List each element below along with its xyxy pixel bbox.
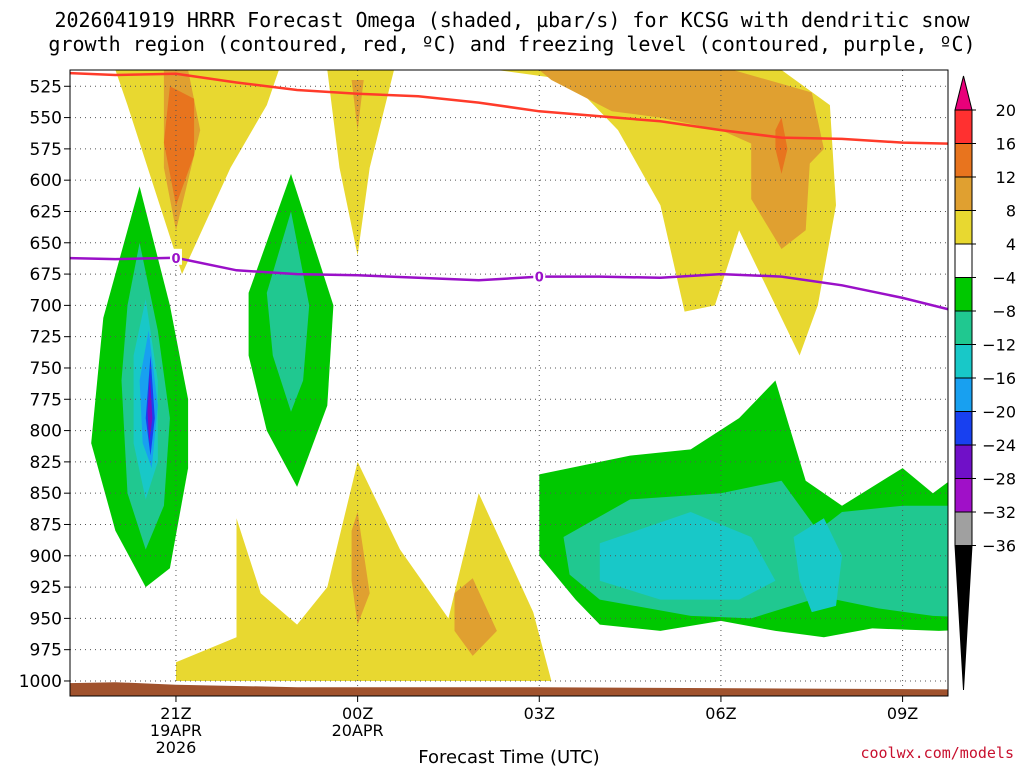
y-tick-label-525: 525 — [30, 77, 62, 97]
freezing-level-line — [70, 256, 948, 311]
y-axis: 525 550 575 600 625 650 675 700 725 750 775 800 825 8… — [19, 77, 70, 692]
x-tick-label-4-0: 09Z — [887, 704, 918, 723]
y-tick-label-725: 725 — [30, 328, 62, 348]
y-tick-label-675: 675 — [30, 265, 62, 285]
plot-frame — [69, 69, 949, 697]
y-tick-label-600: 600 — [30, 171, 62, 191]
y-tick-label-625: 625 — [30, 202, 62, 222]
terrain-layer — [70, 682, 948, 696]
x-tick-label-2-0: 03Z — [524, 704, 555, 723]
freezing-level-label-1: 0 — [535, 271, 544, 286]
colorbar-segment-3 — [954, 176, 973, 211]
colorbar-segment-10 — [954, 411, 973, 446]
y-tick-label-975: 975 — [30, 641, 62, 661]
y-tick-label-575: 575 — [30, 140, 62, 160]
colorbar-label-1: 16 — [996, 135, 1016, 154]
omega-region-3 — [327, 70, 394, 256]
x-tick-label-1-1: 20APR — [332, 721, 384, 740]
omega-region-13 — [454, 578, 497, 656]
colorbar-cap-bottom — [954, 545, 973, 691]
freezing-label-bg-1 — [533, 267, 546, 284]
terrain-strip — [70, 682, 948, 696]
colorbar-segment-7 — [954, 310, 973, 345]
colorbar-label-4: 4 — [1006, 235, 1016, 254]
chart-title-line1: 2026041919 HRRR Forecast Omega (shaded, … — [54, 8, 970, 32]
colorbar-segment-11 — [954, 444, 973, 479]
y-tick-label-925: 925 — [30, 578, 62, 598]
y-tick-label-850: 850 — [30, 484, 62, 504]
x-tick-label-3-0: 06Z — [705, 704, 736, 723]
contour-lines: 00 — [70, 71, 948, 311]
freezing-label-bg-0 — [169, 248, 182, 265]
y-tick-label-825: 825 — [30, 453, 62, 473]
x-tick-label-0-2: 2026 — [156, 738, 197, 757]
x-axis: 21Z19APR202600Z20APR03Z06Z09Z12Z — [150, 696, 918, 757]
x-axis-label: Forecast Time (UTC) — [418, 747, 599, 768]
chart-title-line2: growth region (contoured, red, ºC) and f… — [48, 32, 976, 56]
colorbar-label-11: −28 — [982, 470, 1016, 489]
colorbar-segment-1 — [954, 109, 973, 144]
y-tick-label-950: 950 — [30, 609, 62, 629]
colorbar-segment-5 — [954, 243, 973, 278]
y-tick-label-875: 875 — [30, 515, 62, 535]
dendritic-growth-line — [70, 71, 948, 145]
omega-region-12 — [351, 512, 370, 625]
omega-region-25 — [793, 518, 842, 613]
y-tick-label-750: 750 — [30, 359, 62, 379]
colorbar-label-10: −24 — [982, 436, 1016, 455]
y-tick-label-700: 700 — [30, 296, 62, 316]
omega-shading — [91, 70, 948, 681]
colorbar-label-6: −8 — [992, 302, 1016, 321]
site-credit: coolwx.com/models — [860, 744, 1014, 762]
omega-region-8 — [775, 117, 788, 174]
x-tick-label-1-0: 00Z — [342, 704, 373, 723]
y-tick-label-775: 775 — [30, 390, 62, 410]
colorbar-segment-8 — [954, 344, 973, 379]
colorbar-label-13: −36 — [982, 537, 1016, 556]
colorbar-segment-4 — [954, 210, 973, 245]
omega-region-0 — [115, 70, 279, 275]
colorbar-label-2: 12 — [996, 168, 1016, 187]
x-tick-label-0-0: 21Z — [160, 704, 191, 723]
y-tick-label-1000: 1000 — [19, 672, 62, 692]
omega-region-21 — [266, 211, 310, 412]
colorbar-segment-9 — [954, 377, 973, 412]
y-tick-label-800: 800 — [30, 422, 62, 442]
omega-region-6 — [539, 70, 824, 181]
colorbar-label-9: −20 — [982, 403, 1016, 422]
colorbar-segment-6 — [954, 277, 973, 312]
y-tick-label-900: 900 — [30, 547, 62, 567]
colorbar-label-7: −12 — [982, 336, 1016, 355]
freezing-level-label-0: 0 — [171, 252, 180, 267]
y-tick-label-550: 550 — [30, 109, 62, 129]
omega-region-2 — [163, 86, 195, 206]
colorbar-segment-2 — [954, 143, 973, 178]
colorbar-cap-top — [954, 75, 973, 111]
omega-region-24 — [599, 512, 776, 600]
colorbar-label-5: −4 — [992, 269, 1016, 288]
y-tick-label-650: 650 — [30, 234, 62, 254]
colorbar-label-12: −32 — [982, 503, 1016, 522]
colorbar-label-8: −16 — [982, 369, 1016, 388]
colorbar-label-3: 8 — [1006, 202, 1016, 221]
colorbar-segment-12 — [954, 478, 973, 513]
omega-region-19 — [147, 374, 153, 444]
x-tick-label-0-1: 19APR — [150, 721, 202, 740]
colorbar-segment-13 — [954, 511, 973, 546]
colorbar-legend: 20 16 12 8 4 −4 −8 −12 −16 −20 −24 −28 −32 −36 — [954, 75, 1016, 691]
colorbar-label-0: 20 — [996, 101, 1016, 120]
